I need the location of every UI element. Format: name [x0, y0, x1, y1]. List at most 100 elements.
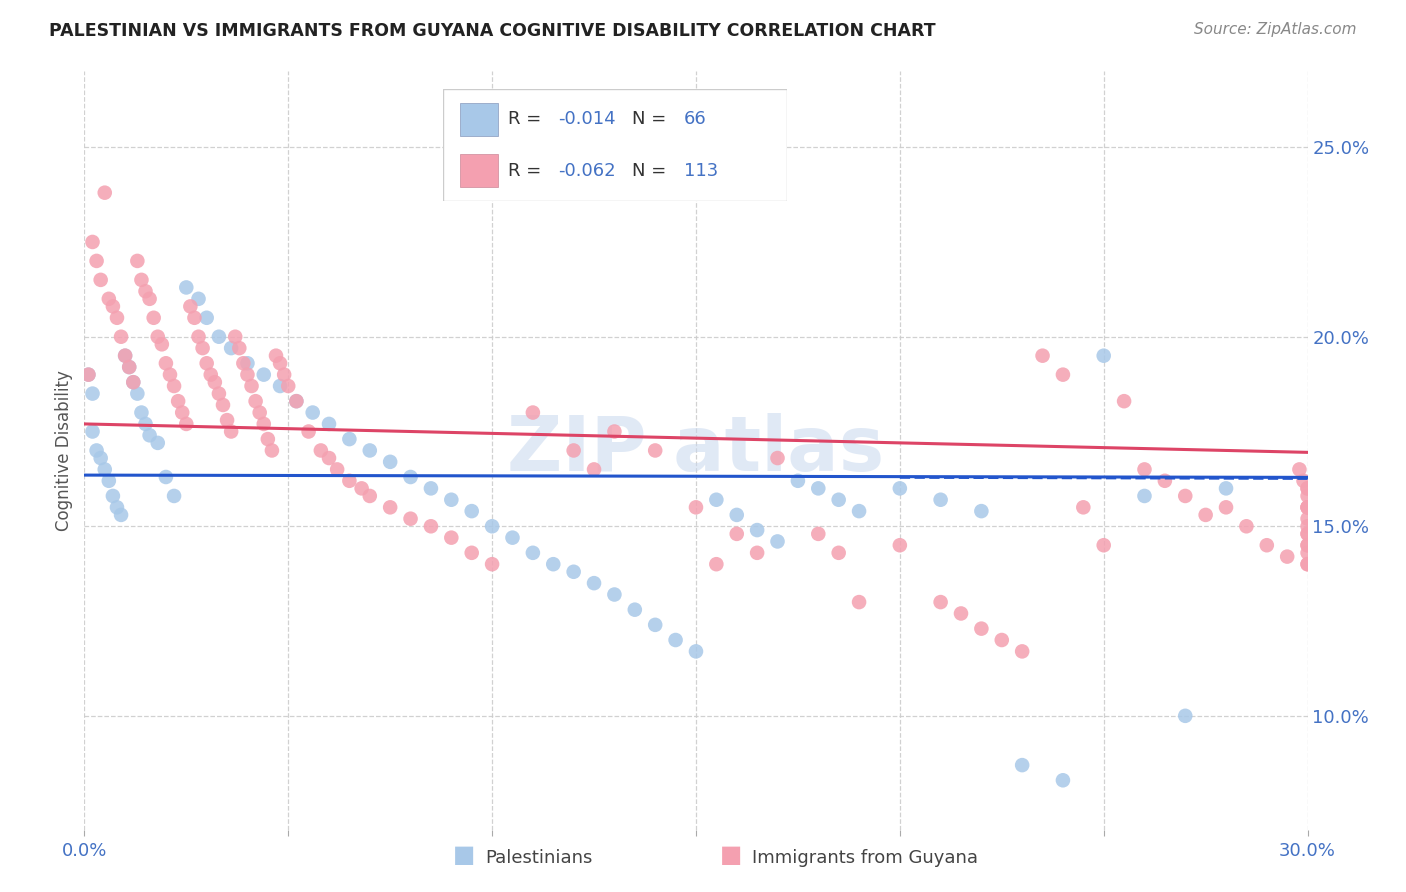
- Point: [970, 504, 993, 518]
- Point: [644, 618, 666, 632]
- Text: -0.014: -0.014: [558, 111, 616, 128]
- Point: [1296, 519, 1319, 533]
- Point: [1174, 489, 1197, 503]
- Point: [522, 546, 544, 560]
- Point: [264, 349, 287, 363]
- Point: [766, 534, 789, 549]
- Point: [179, 300, 201, 314]
- Bar: [460, 103, 498, 136]
- Point: [269, 356, 291, 370]
- Point: [93, 462, 115, 476]
- Point: [828, 546, 851, 560]
- Point: [1296, 482, 1319, 496]
- Point: [481, 519, 503, 533]
- Point: [138, 428, 160, 442]
- Point: [97, 474, 120, 488]
- Text: ■: ■: [453, 843, 475, 867]
- Point: [1296, 538, 1319, 552]
- Point: [1296, 527, 1319, 541]
- Point: [706, 492, 728, 507]
- Point: [269, 379, 291, 393]
- Text: N =: N =: [633, 161, 672, 179]
- Point: [105, 500, 128, 515]
- Point: [420, 482, 443, 496]
- Point: [208, 386, 231, 401]
- Point: [583, 576, 606, 591]
- Point: [1236, 519, 1258, 533]
- Point: [848, 504, 870, 518]
- Point: [685, 500, 707, 515]
- Point: [82, 386, 104, 401]
- Point: [155, 356, 177, 370]
- Point: [118, 359, 141, 375]
- Point: [1011, 644, 1033, 658]
- Point: [195, 356, 218, 370]
- Point: [991, 633, 1014, 648]
- Point: [685, 644, 707, 658]
- Point: [318, 417, 340, 431]
- Point: [118, 359, 141, 375]
- Point: [174, 280, 197, 294]
- Point: [399, 512, 422, 526]
- Point: [1011, 758, 1033, 772]
- Text: Palestinians: Palestinians: [485, 849, 592, 867]
- Point: [1052, 368, 1074, 382]
- Point: [163, 379, 186, 393]
- Point: [1195, 508, 1218, 522]
- Point: [97, 292, 120, 306]
- Point: [603, 588, 626, 602]
- Point: [217, 413, 239, 427]
- Point: [110, 508, 132, 522]
- Text: -0.062: -0.062: [558, 161, 616, 179]
- Point: [889, 538, 911, 552]
- Point: [1154, 474, 1177, 488]
- Point: [219, 341, 242, 355]
- Point: [350, 482, 373, 496]
- Point: [603, 425, 626, 439]
- Point: [159, 368, 181, 382]
- Point: [82, 235, 104, 249]
- Point: [174, 417, 197, 431]
- Point: [191, 341, 214, 355]
- Point: [1288, 462, 1310, 476]
- Point: [440, 492, 463, 507]
- Text: 113: 113: [685, 161, 718, 179]
- Point: [747, 523, 769, 537]
- Point: [187, 330, 209, 344]
- Point: [1296, 482, 1319, 496]
- Point: [127, 386, 149, 401]
- Point: [114, 349, 136, 363]
- Point: [359, 443, 381, 458]
- Point: [122, 376, 145, 390]
- Point: [1073, 500, 1095, 515]
- Point: [725, 508, 748, 522]
- Point: [562, 443, 585, 458]
- Point: [1133, 489, 1156, 503]
- Text: ■: ■: [720, 843, 742, 867]
- Point: [77, 368, 100, 382]
- Point: [1133, 462, 1156, 476]
- Point: [183, 310, 205, 325]
- Text: PALESTINIAN VS IMMIGRANTS FROM GUYANA COGNITIVE DISABILITY CORRELATION CHART: PALESTINIAN VS IMMIGRANTS FROM GUYANA CO…: [49, 22, 936, 40]
- Point: [1092, 538, 1115, 552]
- Point: [93, 186, 115, 200]
- Point: [86, 254, 108, 268]
- Point: [1215, 482, 1237, 496]
- Point: [195, 310, 218, 325]
- Point: [285, 394, 308, 409]
- Point: [155, 470, 177, 484]
- Point: [1296, 557, 1319, 572]
- Point: [399, 470, 422, 484]
- Point: [1114, 394, 1136, 409]
- Point: [236, 356, 259, 370]
- Point: [90, 451, 112, 466]
- Point: [326, 462, 349, 476]
- Point: [90, 273, 112, 287]
- Point: [339, 432, 361, 446]
- Point: [309, 443, 332, 458]
- Point: [889, 482, 911, 496]
- Point: [208, 330, 231, 344]
- Point: [86, 443, 108, 458]
- Point: [562, 565, 585, 579]
- Point: [848, 595, 870, 609]
